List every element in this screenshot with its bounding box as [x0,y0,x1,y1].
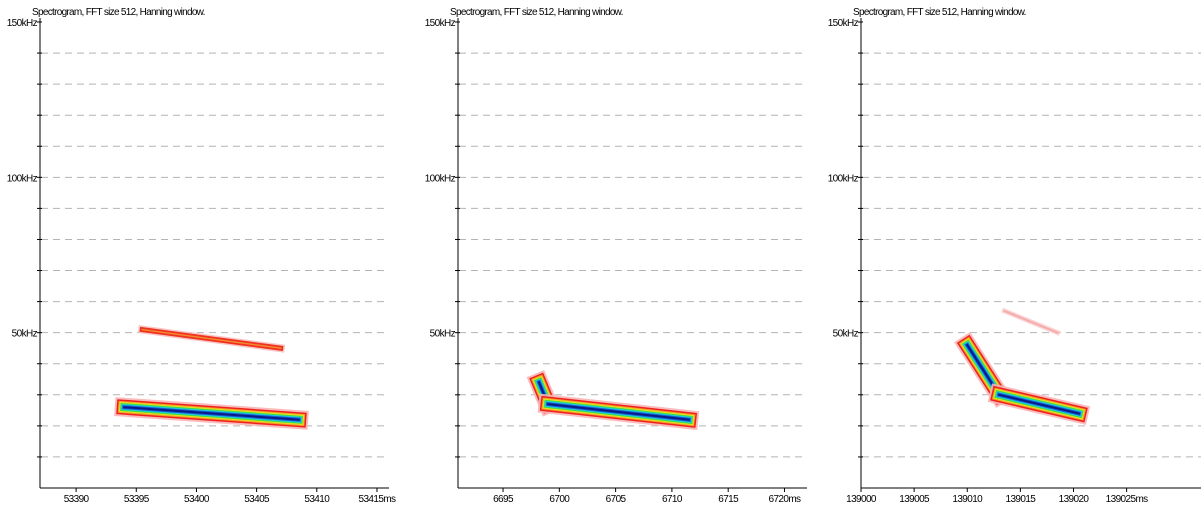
y-tick-label: 150kHz [828,18,859,29]
x-tick-label: 53415ms [358,494,396,505]
trace-band [546,403,690,421]
x-tick-label: 139020 [1059,494,1090,505]
x-tick-label: 139010 [952,494,983,505]
trace-faint [1001,307,1061,336]
spectrogram-panel-3: 50kHz 100kHz 150kHz 139000 139005 139010 13901… [828,7,1201,505]
y-tick-label: 100kHz [828,173,859,184]
trace-high [987,383,1091,425]
x-tick-label: 139015 [1005,494,1036,505]
x-tick-label: 53400 [184,494,210,505]
trace-band [141,328,282,350]
panel-title: Spectrogram, FFT size 512, Hanning windo… [450,7,623,18]
y-tick-label: 150kHz [425,18,456,29]
panel-title: Spectrogram, FFT size 512, Hanning windo… [32,7,205,18]
trace-high [114,397,309,430]
y-tick-label: 50kHz [430,329,456,340]
x-tick-label: 53395 [124,494,150,505]
x-tick-label: 53390 [64,494,90,505]
x-tick-label: 6715 [718,494,739,505]
spectrogram-panel-1: 50kHz 100kHz 150kHz 53390 53395 53400 53405 534… [7,7,397,505]
x-tick-label: 6720ms [768,494,801,505]
y-tick-label: 50kHz [12,329,38,340]
x-tick-label: 139025ms [1106,494,1148,505]
trace-band [997,393,1081,415]
trace-band [123,406,300,421]
x-tick-label: 53405 [244,494,270,505]
y-tick-label: 100kHz [7,173,38,184]
spectrogram-panel-2: 50kHz 100kHz 150kHz 6695 6700 6705 6710 6715 672… [425,7,807,505]
y-tick-label: 150kHz [7,18,38,29]
x-tick-label: 6705 [606,494,627,505]
x-tick-label: 6710 [662,494,683,505]
x-tick-label: 6700 [549,494,570,505]
y-tick-label: 50kHz [833,329,859,340]
panel-title: Spectrogram, FFT size 512, Hanning windo… [853,7,1026,18]
trace-low [137,325,286,353]
y-tick-label: 100kHz [425,173,456,184]
x-tick-label: 139005 [899,494,930,505]
trace-band [1003,309,1059,334]
x-tick-label: 139000 [846,494,877,505]
x-tick-label: 53410 [304,494,330,505]
x-tick-label: 6695 [493,494,514,505]
trace-high [537,393,700,431]
